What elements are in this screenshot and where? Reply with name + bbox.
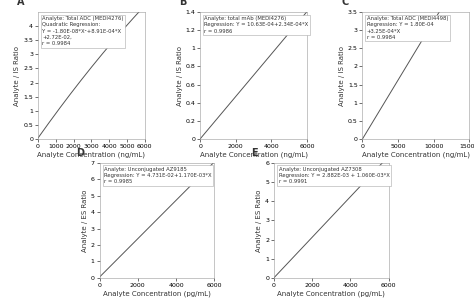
Text: E: E <box>251 149 258 159</box>
X-axis label: Analyte Concentration (pg/mL): Analyte Concentration (pg/mL) <box>277 291 385 297</box>
Y-axis label: Analyte / IS Ratio: Analyte / IS Ratio <box>177 46 182 105</box>
Text: A: A <box>17 0 24 7</box>
Text: Analyte: Unconjugated AZ7308
Regression: Y = 2.882E-03 + 1.060E-03*X
r = 0.9991: Analyte: Unconjugated AZ7308 Regression:… <box>279 166 390 184</box>
Text: C: C <box>341 0 348 7</box>
Text: Analyte: Total ADC (MEDI4276)
Quadratic Regression:
Y = -1.80E-08*X²+8.91E-04*X
: Analyte: Total ADC (MEDI4276) Quadratic … <box>42 16 124 47</box>
Y-axis label: Analyte / IS Ratio: Analyte / IS Ratio <box>14 46 20 105</box>
Text: Analyte: Total ADC (MEDI4498)
Regression: Y = 1.80E-04
+3.25E-04*X
r = 0.9984: Analyte: Total ADC (MEDI4498) Regression… <box>367 16 448 40</box>
X-axis label: Analyte Concentration (ng/mL): Analyte Concentration (ng/mL) <box>37 152 146 158</box>
Text: Analyte: total mAb (MEDI4276)
Regression: Y = 10.63E-04+2.34E-04*X
r = 0.9986: Analyte: total mAb (MEDI4276) Regression… <box>204 16 309 34</box>
Y-axis label: Analyte / IS Ratio: Analyte / IS Ratio <box>339 46 345 105</box>
Text: D: D <box>77 149 84 159</box>
Text: B: B <box>179 0 186 7</box>
Text: Analyte: Unconjugated AZ9185
Regression: Y = 4.731E-02+1.170E-03*X
r = 0.9985: Analyte: Unconjugated AZ9185 Regression:… <box>104 166 212 184</box>
Y-axis label: Analyte / ES Ratio: Analyte / ES Ratio <box>256 189 262 252</box>
Y-axis label: Analyte / ES Ratio: Analyte / ES Ratio <box>82 189 88 252</box>
X-axis label: Analyte Concentration (pg/mL): Analyte Concentration (pg/mL) <box>103 291 211 297</box>
X-axis label: Analyte Concentration (ng/mL): Analyte Concentration (ng/mL) <box>200 152 308 158</box>
X-axis label: Analyte Concentration (ng/mL): Analyte Concentration (ng/mL) <box>362 152 470 158</box>
